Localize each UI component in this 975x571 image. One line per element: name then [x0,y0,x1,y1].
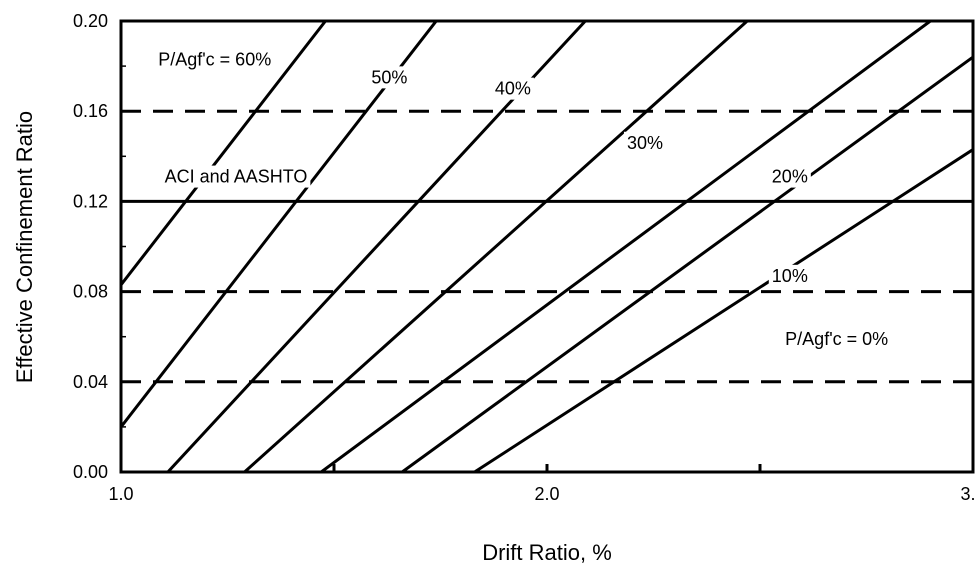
annotation-bg [768,264,811,287]
series-line-10 [401,55,973,472]
annotation-7: ACI and AASHTO [161,165,311,188]
series-line-p-agf-c-0 [473,148,973,472]
annotation-2: 40% [491,77,534,100]
annotation-bg [623,131,666,154]
y-tick-label: 0.12 [73,191,108,211]
annotation-bg [155,48,275,71]
annotation-bg [782,327,892,350]
annotation-label: 30% [627,133,663,153]
axis-ticks [119,20,975,473]
y-tick-label: 0.04 [73,372,108,392]
annotation-bg [368,66,411,89]
x-tick-label: 2.0 [534,484,559,504]
annotation-1: 50% [368,66,411,89]
tick-labels: 1.0 2.0 3.0 0.00 0.04 0.08 0.12 0.16 0.20 [73,11,975,504]
y-axis-label: Effective Confinement Ratio [12,111,37,383]
y-tick-label: 0.00 [73,462,108,482]
annotation-label: P/Agf'c = 60% [158,49,271,69]
annotation-label: 10% [772,266,808,286]
series-line-50 [121,21,438,428]
annotation-0: P/Agf'c = 60% [155,48,275,71]
annotation-label: 40% [495,79,531,99]
series-lines [121,21,973,472]
plot-frame [119,19,975,474]
annotation-label: P/Agf'c = 0% [785,329,888,349]
annotation-label: ACI and AASHTO [165,167,308,187]
annotation-5: 10% [768,264,811,287]
annotation-bg [491,77,534,100]
annotation-label: 50% [371,67,407,87]
x-axis-label: Drift Ratio, % [482,540,612,565]
y-tick-label: 0.08 [73,282,108,302]
series-line-30 [243,21,749,472]
annotation-6: P/Agf'c = 0% [782,327,892,350]
x-tick-label: 1.0 [108,484,133,504]
series-line-20 [320,21,932,472]
y-tick-label: 0.16 [73,101,108,121]
x-tick-label: 3.0 [960,484,975,504]
annotations: P/Agf'c = 60% 50% 40% 30% 20% 10% P/Agf'c = 0%… [155,48,892,350]
series-line-p-agf-c-60 [121,21,327,286]
annotation-label: 20% [772,167,808,187]
annotation-4: 20% [768,165,811,188]
annotation-bg [161,165,311,188]
y-tick-label: 0.20 [73,11,108,31]
annotation-3: 30% [623,131,666,154]
annotation-bg [768,165,811,188]
